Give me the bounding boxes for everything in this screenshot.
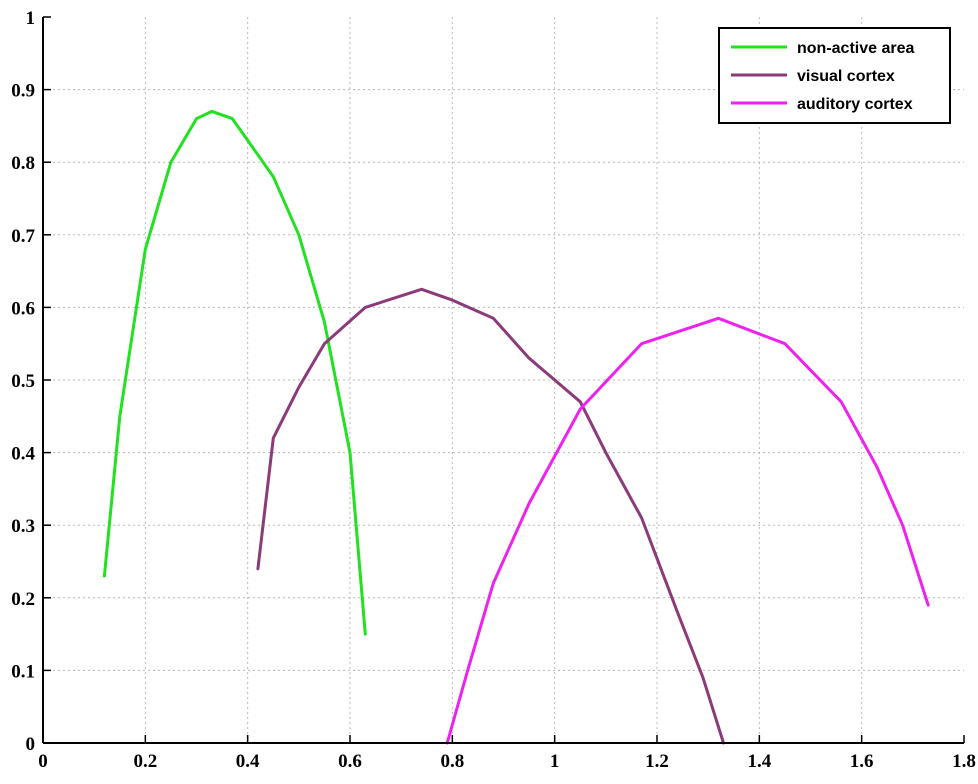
y-tick-label: 0.7 <box>11 226 35 247</box>
y-tick-label: 0.5 <box>11 371 35 392</box>
x-tick-label: 0.2 <box>133 751 157 772</box>
x-tick-label: 0.4 <box>236 751 260 772</box>
legend-label: auditory cortex <box>797 96 913 113</box>
legend-label: visual cortex <box>797 68 895 85</box>
series-line-visual-cortex <box>256 287 725 745</box>
x-tick-label: 1.8 <box>952 751 976 772</box>
y-tick-label: 1 <box>26 8 36 29</box>
x-tick-labels: 0 0.2 0.4 0.6 0.8 1 1.2 1.4 1.6 1.8 <box>38 751 976 772</box>
y-tick-label: 0.9 <box>11 81 35 102</box>
y-tick-label: 0.1 <box>11 661 35 682</box>
x-tick-label: 1 <box>550 751 560 772</box>
series-line-non-active-area <box>102 109 367 636</box>
series-lines <box>102 109 930 745</box>
y-tick-label: 0 <box>26 734 36 755</box>
y-tick-label: 0.2 <box>11 589 35 610</box>
y-tick-label: 0.6 <box>11 298 35 319</box>
axes <box>42 16 965 744</box>
y-tick-label: 0.8 <box>11 153 35 174</box>
x-tick-label: 0.6 <box>338 751 362 772</box>
x-tick-label: 1.4 <box>747 751 771 772</box>
legend: non-active area visual cortex auditory cor… <box>718 27 951 124</box>
x-tick-label: 0 <box>38 751 48 772</box>
y-tick-labels: 0 0.1 0.2 0.3 0.4 0.5 0.6 0.7 0.8 0.9 1 <box>11 8 35 755</box>
y-tick-label: 0.4 <box>11 444 35 465</box>
x-tick-label: 1.2 <box>645 751 669 772</box>
series-line-auditory-cortex <box>445 316 930 745</box>
legend-label: non-active area <box>797 40 914 57</box>
legend-box <box>718 27 951 124</box>
y-tick-label: 0.3 <box>11 516 35 537</box>
x-tick-label: 0.8 <box>440 751 464 772</box>
x-tick-label: 1.6 <box>850 751 874 772</box>
grid-lines <box>43 17 964 743</box>
